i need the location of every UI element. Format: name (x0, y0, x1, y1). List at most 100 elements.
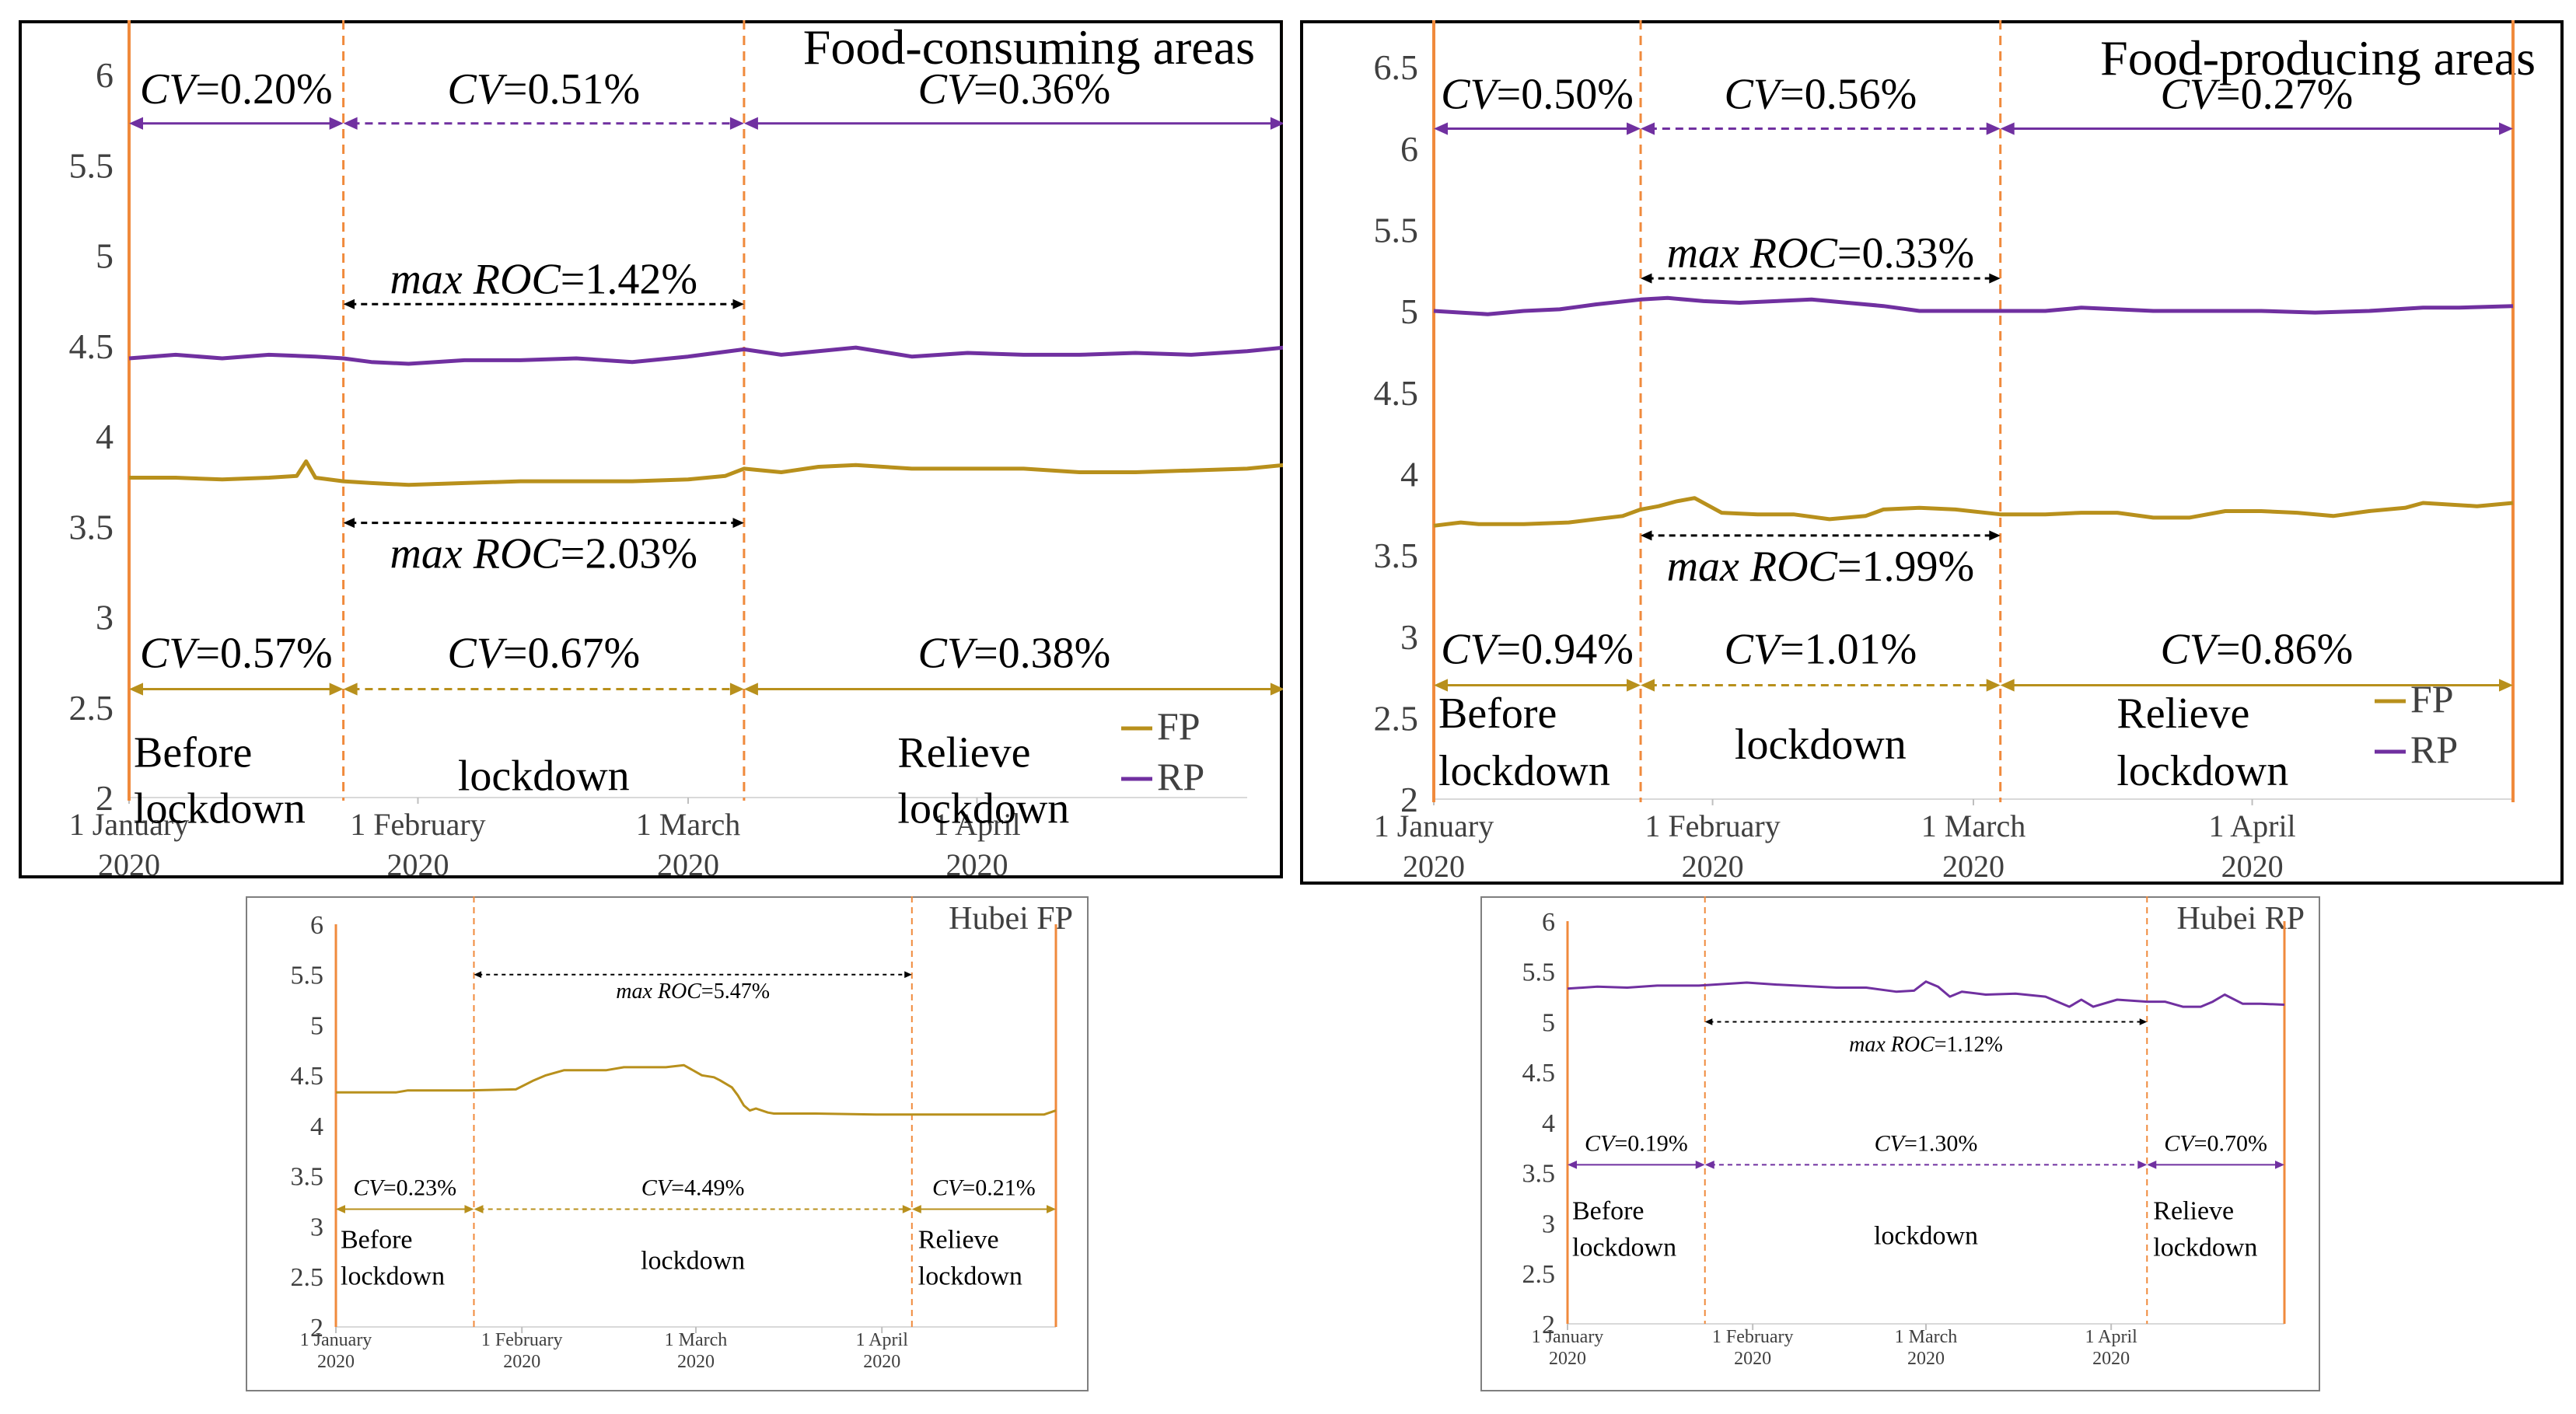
cv-interval-arrow-fp-head-left (336, 1205, 345, 1213)
cv-interval-arrow-rp-head-left (2147, 1160, 2157, 1169)
phase-label: Before lockdown (1572, 1196, 1676, 1262)
y-tick-label: 5.5 (1522, 958, 1556, 987)
cv-interval-arrow-rp-head-right (729, 117, 744, 130)
y-tick-label: 2 (1542, 1311, 1555, 1339)
cv-interval-arrow-fp-head-left (474, 1205, 484, 1213)
series-line-rp (128, 345, 1283, 366)
x-tick-year: 2020 (2092, 1349, 2130, 1369)
x-tick-label: 1 April (2085, 1327, 2138, 1347)
x-tick-label: 1 January (69, 807, 189, 842)
max-roc-fp-head-left (1641, 530, 1652, 541)
cv-interval-arrow-fp-head-left (1641, 679, 1655, 692)
max-roc-rp-head-left (1641, 273, 1652, 284)
phase-label: Relieve lockdown (918, 1225, 1022, 1290)
cv-label-fp: CV=0.94% (1441, 625, 1634, 673)
cv-label-fp: CV=0.38% (918, 630, 1111, 678)
cv-interval-arrow-rp-head-left (1568, 1160, 1577, 1169)
y-tick-label: 3 (1400, 617, 1418, 657)
y-tick-label: 6.5 (1374, 47, 1419, 87)
y-tick-label: 2 (96, 778, 114, 818)
x-tick-year: 2020 (1942, 849, 2005, 884)
legend-label-rp: RP (2410, 728, 2458, 771)
cv-label-rp: CV=0.70% (2164, 1130, 2267, 1156)
max-roc-rp-head-right (732, 299, 744, 309)
cv-label-rp: CV=0.27% (2160, 71, 2353, 119)
y-tick-label: 2 (1400, 780, 1418, 819)
x-tick-label: 1 April (2208, 808, 2295, 843)
x-tick-year: 2020 (1734, 1349, 1771, 1369)
cv-interval-arrow-fp-head-left (1434, 679, 1448, 692)
max-roc-rp-head-right (1989, 273, 2001, 284)
legend-label-rp: RP (1157, 755, 1204, 798)
cv-interval-arrow-fp-head-left (743, 683, 758, 696)
max-roc-fp-label: max ROC=2.03% (390, 530, 697, 578)
series-line-fp (129, 459, 1283, 487)
chart-frame (1480, 896, 2320, 1391)
cv-label-fp: CV=0.21% (932, 1175, 1036, 1200)
y-tick-label: 4 (310, 1112, 323, 1141)
series-line-rp (1433, 295, 2514, 316)
x-tick-year: 2020 (1682, 849, 1744, 884)
x-tick-year: 2020 (863, 1352, 900, 1372)
x-tick-label: 1 March (1895, 1327, 1958, 1347)
chart-hubei-rp: Hubei RP 2 2.5 3 3.5 4 4.5 5 5.5 6 1 January 2020 1 … (1480, 896, 2320, 1391)
y-tick-label: 4 (1400, 454, 1418, 494)
y-tick-label: 2.5 (291, 1263, 324, 1292)
cv-interval-arrow-fp (1434, 679, 1641, 692)
chart-hubei-fp: Hubei FP 2 2.5 3 3.5 4 4.5 5 5.5 6 1 January 2020 1 … (246, 896, 1089, 1391)
cv-interval-arrow-rp-head-left (129, 117, 143, 130)
y-tick-label: 2.5 (1522, 1260, 1556, 1289)
cv-interval-arrow-fp (343, 683, 744, 696)
cv-interval-arrow-fp-head-right (329, 683, 344, 696)
y-tick-label: 4.5 (1522, 1059, 1556, 1088)
phase-label: Before lockdown (1438, 690, 1610, 795)
x-tick-year: 2020 (677, 1352, 715, 1372)
cv-interval-arrow-rp-head-right (329, 117, 344, 130)
cv-label-fp: CV=4.49% (641, 1175, 745, 1200)
cv-interval-arrow-rp-head-right (1270, 117, 1283, 130)
max-roc (474, 971, 912, 979)
y-tick-label: 5.5 (1374, 210, 1419, 250)
phase-label: Before lockdown (341, 1225, 445, 1290)
x-tick-label: 1 February (1712, 1327, 1794, 1347)
max-roc-rp-label: max ROC=0.33% (1667, 229, 1975, 278)
cv-interval-arrow-fp-head-left (911, 1205, 921, 1213)
x-tick-label: 1 February (350, 807, 485, 842)
max-roc-head-right (2139, 1018, 2148, 1025)
x-tick-year: 2020 (1403, 849, 1465, 884)
max-roc-fp (1641, 530, 2001, 541)
y-tick-label: 5 (1400, 292, 1418, 331)
y-tick-label: 5.5 (291, 962, 324, 990)
chart-food-consuming: Food-consuming areas 2 2.5 3 3.5 4 4.5 5 5.5 6 1 J… (19, 20, 1283, 878)
x-tick-label: 1 January (1532, 1327, 1604, 1347)
cv-interval-arrow-fp (129, 683, 344, 696)
cv-interval-arrow-rp-head-left (743, 117, 758, 130)
max-roc-label: max ROC=1.12% (1849, 1033, 2003, 1057)
cv-label-rp: CV=1.30% (1875, 1130, 1978, 1156)
x-tick-label: 1 January (300, 1330, 372, 1350)
cv-interval-arrow-rp (129, 117, 344, 130)
chart-food-producing-svg: Food-producing areas 2 2.5 3 3.5 4 4.5 5 5.5 6 6.5… (1300, 20, 2564, 885)
phase-label: Relieve lockdown (897, 729, 1069, 833)
cv-interval-arrow-fp (336, 1205, 474, 1213)
cv-interval-arrow-fp (1641, 679, 2001, 692)
cv-label-rp: CV=0.36% (918, 65, 1111, 113)
y-tick-label: 3.5 (1374, 536, 1419, 575)
max-roc-label: max ROC=5.47% (616, 979, 770, 1004)
cv-interval-arrow-fp-head-right (1047, 1205, 1056, 1213)
cv-label-rp: CV=0.51% (447, 65, 640, 113)
x-tick-label: 1 February (481, 1330, 563, 1350)
x-tick-label: 1 March (1921, 808, 2025, 843)
max-roc-fp-label: max ROC=1.99% (1667, 543, 1975, 591)
y-tick-label: 3 (310, 1213, 323, 1241)
x-tick-year: 2020 (2221, 849, 2284, 884)
phase-label: Relieve lockdown (2116, 690, 2288, 795)
y-tick-label: 5 (310, 1011, 323, 1040)
y-tick-label: 4.5 (291, 1062, 324, 1091)
chart-title: Food-producing areas (2100, 30, 2536, 86)
cv-interval-arrow-fp-head-left (129, 683, 143, 696)
cv-interval-arrow-rp (343, 117, 744, 130)
cv-interval-arrow-rp (1568, 1160, 1705, 1169)
